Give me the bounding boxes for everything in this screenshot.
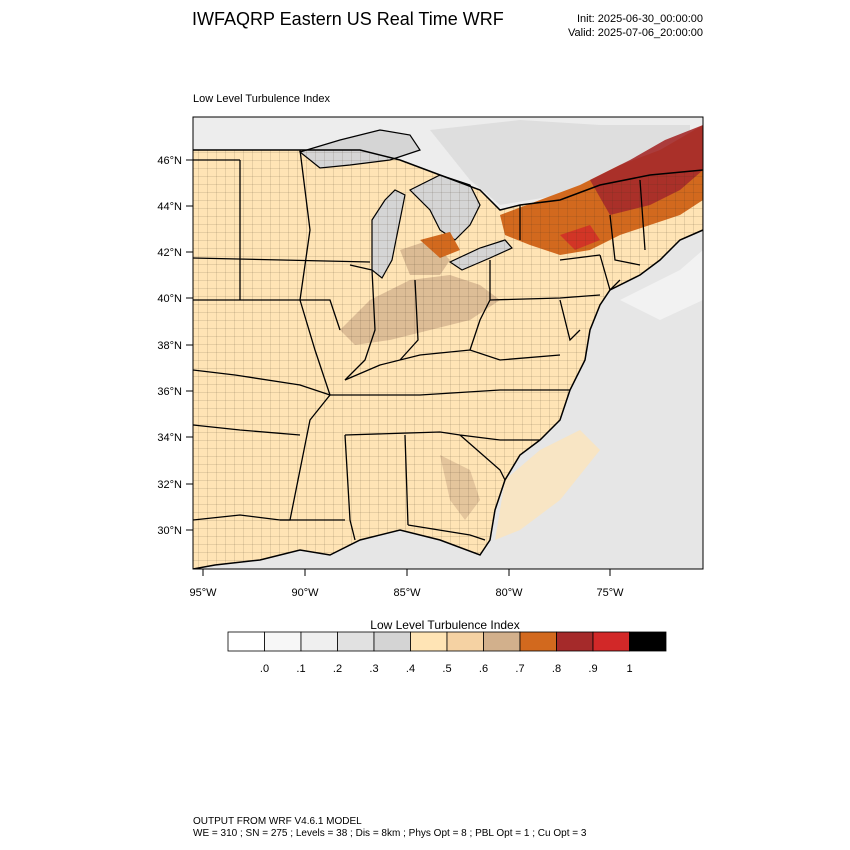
lon-label: 80°W xyxy=(495,587,523,599)
colorbar-box xyxy=(300,631,338,652)
map-area xyxy=(193,117,703,569)
lat-label: 32°N xyxy=(157,479,182,491)
page-title: IWFAQRP Eastern US Real Time WRF xyxy=(192,9,504,29)
state-boundaries xyxy=(193,149,646,541)
colorbar-tick-label: .8 xyxy=(551,663,562,675)
colorbar-tick-label: .1 xyxy=(296,663,306,675)
footer-model-line: OUTPUT FROM WRF V4.6.1 MODEL xyxy=(193,816,362,827)
colorbar xyxy=(227,631,667,652)
colorbar-box xyxy=(483,631,521,652)
colorbar-box xyxy=(264,631,302,652)
lat-tick-46: 46°N xyxy=(157,155,193,167)
colorbar-tick-label: .0 xyxy=(259,663,270,675)
lat-label: 38°N xyxy=(157,340,182,352)
lat-label: 42°N xyxy=(157,247,182,259)
colorbar-box xyxy=(227,631,265,652)
colorbar-tick-label: .5 xyxy=(442,663,452,675)
colorbar-tick-label: .2 xyxy=(332,663,343,675)
lon-tick-95: 95°W xyxy=(189,569,217,599)
lon-label: 90°W xyxy=(291,587,319,599)
lat-label: 34°N xyxy=(157,432,182,444)
colorbar-tick-label: 1 xyxy=(626,663,633,675)
colorbar-tick-label: .6 xyxy=(478,663,489,675)
canada-border xyxy=(193,149,703,211)
colorbar-tick-label: .9 xyxy=(588,663,598,675)
lat-tick-32: 32°N xyxy=(157,479,193,491)
lat-tick-30: 30°N xyxy=(157,525,193,537)
lat-tick-38: 38°N xyxy=(157,340,193,352)
lon-tick-85: 85°W xyxy=(393,569,421,599)
lat-tick-42: 42°N xyxy=(157,247,193,259)
latitude-axis: 46°N 44°N 42°N 40°N 38°N 36°N 34°N 32°N … xyxy=(157,155,193,537)
map-frame xyxy=(192,116,704,570)
canada-shaded-region xyxy=(430,120,690,205)
coastline xyxy=(193,229,703,569)
atlantic-light-area xyxy=(620,250,703,320)
lon-tick-90: 90°W xyxy=(291,569,319,599)
footer-config-line: WE = 310 ; SN = 275 ; Levels = 38 ; Dis … xyxy=(193,828,587,839)
lon-label: 75°W xyxy=(596,587,624,599)
panel-label: Low Level Turbulence Index xyxy=(193,93,330,105)
lat-label: 44°N xyxy=(157,201,182,213)
colorbar-box xyxy=(410,631,448,652)
colorbar-tick-label: .4 xyxy=(405,663,416,675)
lon-tick-75: 75°W xyxy=(596,569,624,599)
init-time: Init: 2025-06-30_00:00:00 xyxy=(577,13,703,25)
colorbar-box xyxy=(446,631,484,652)
colorbar-tick-label: .3 xyxy=(369,663,379,675)
lon-tick-80: 80°W xyxy=(495,569,523,599)
lat-label: 46°N xyxy=(157,155,182,167)
lat-tick-44: 44°N xyxy=(157,201,193,213)
lat-tick-36: 36°N xyxy=(157,386,193,398)
colorbar-box xyxy=(556,631,594,652)
lon-label: 85°W xyxy=(393,587,421,599)
valid-time: Valid: 2025-07-06_20:00:00 xyxy=(568,27,703,39)
colorbar-tick-label: .7 xyxy=(515,663,525,675)
colorbar-title: Low Level Turbulence Index xyxy=(370,618,520,632)
lat-label: 30°N xyxy=(157,525,182,537)
longitude-axis: 95°W 90°W 85°W 80°W 75°W xyxy=(189,569,624,599)
county-boundaries xyxy=(193,150,703,569)
lon-label: 95°W xyxy=(189,587,217,599)
colorbar-box xyxy=(373,631,411,652)
lat-tick-40: 40°N xyxy=(157,293,193,305)
colorbar-box xyxy=(337,631,375,652)
lat-label: 36°N xyxy=(157,386,182,398)
lat-tick-34: 34°N xyxy=(157,432,193,444)
offshore-plume xyxy=(495,430,600,540)
lat-label: 40°N xyxy=(157,293,182,305)
colorbar-box xyxy=(519,631,557,652)
colorbar-box xyxy=(592,631,630,652)
colorbar-box xyxy=(629,631,667,652)
